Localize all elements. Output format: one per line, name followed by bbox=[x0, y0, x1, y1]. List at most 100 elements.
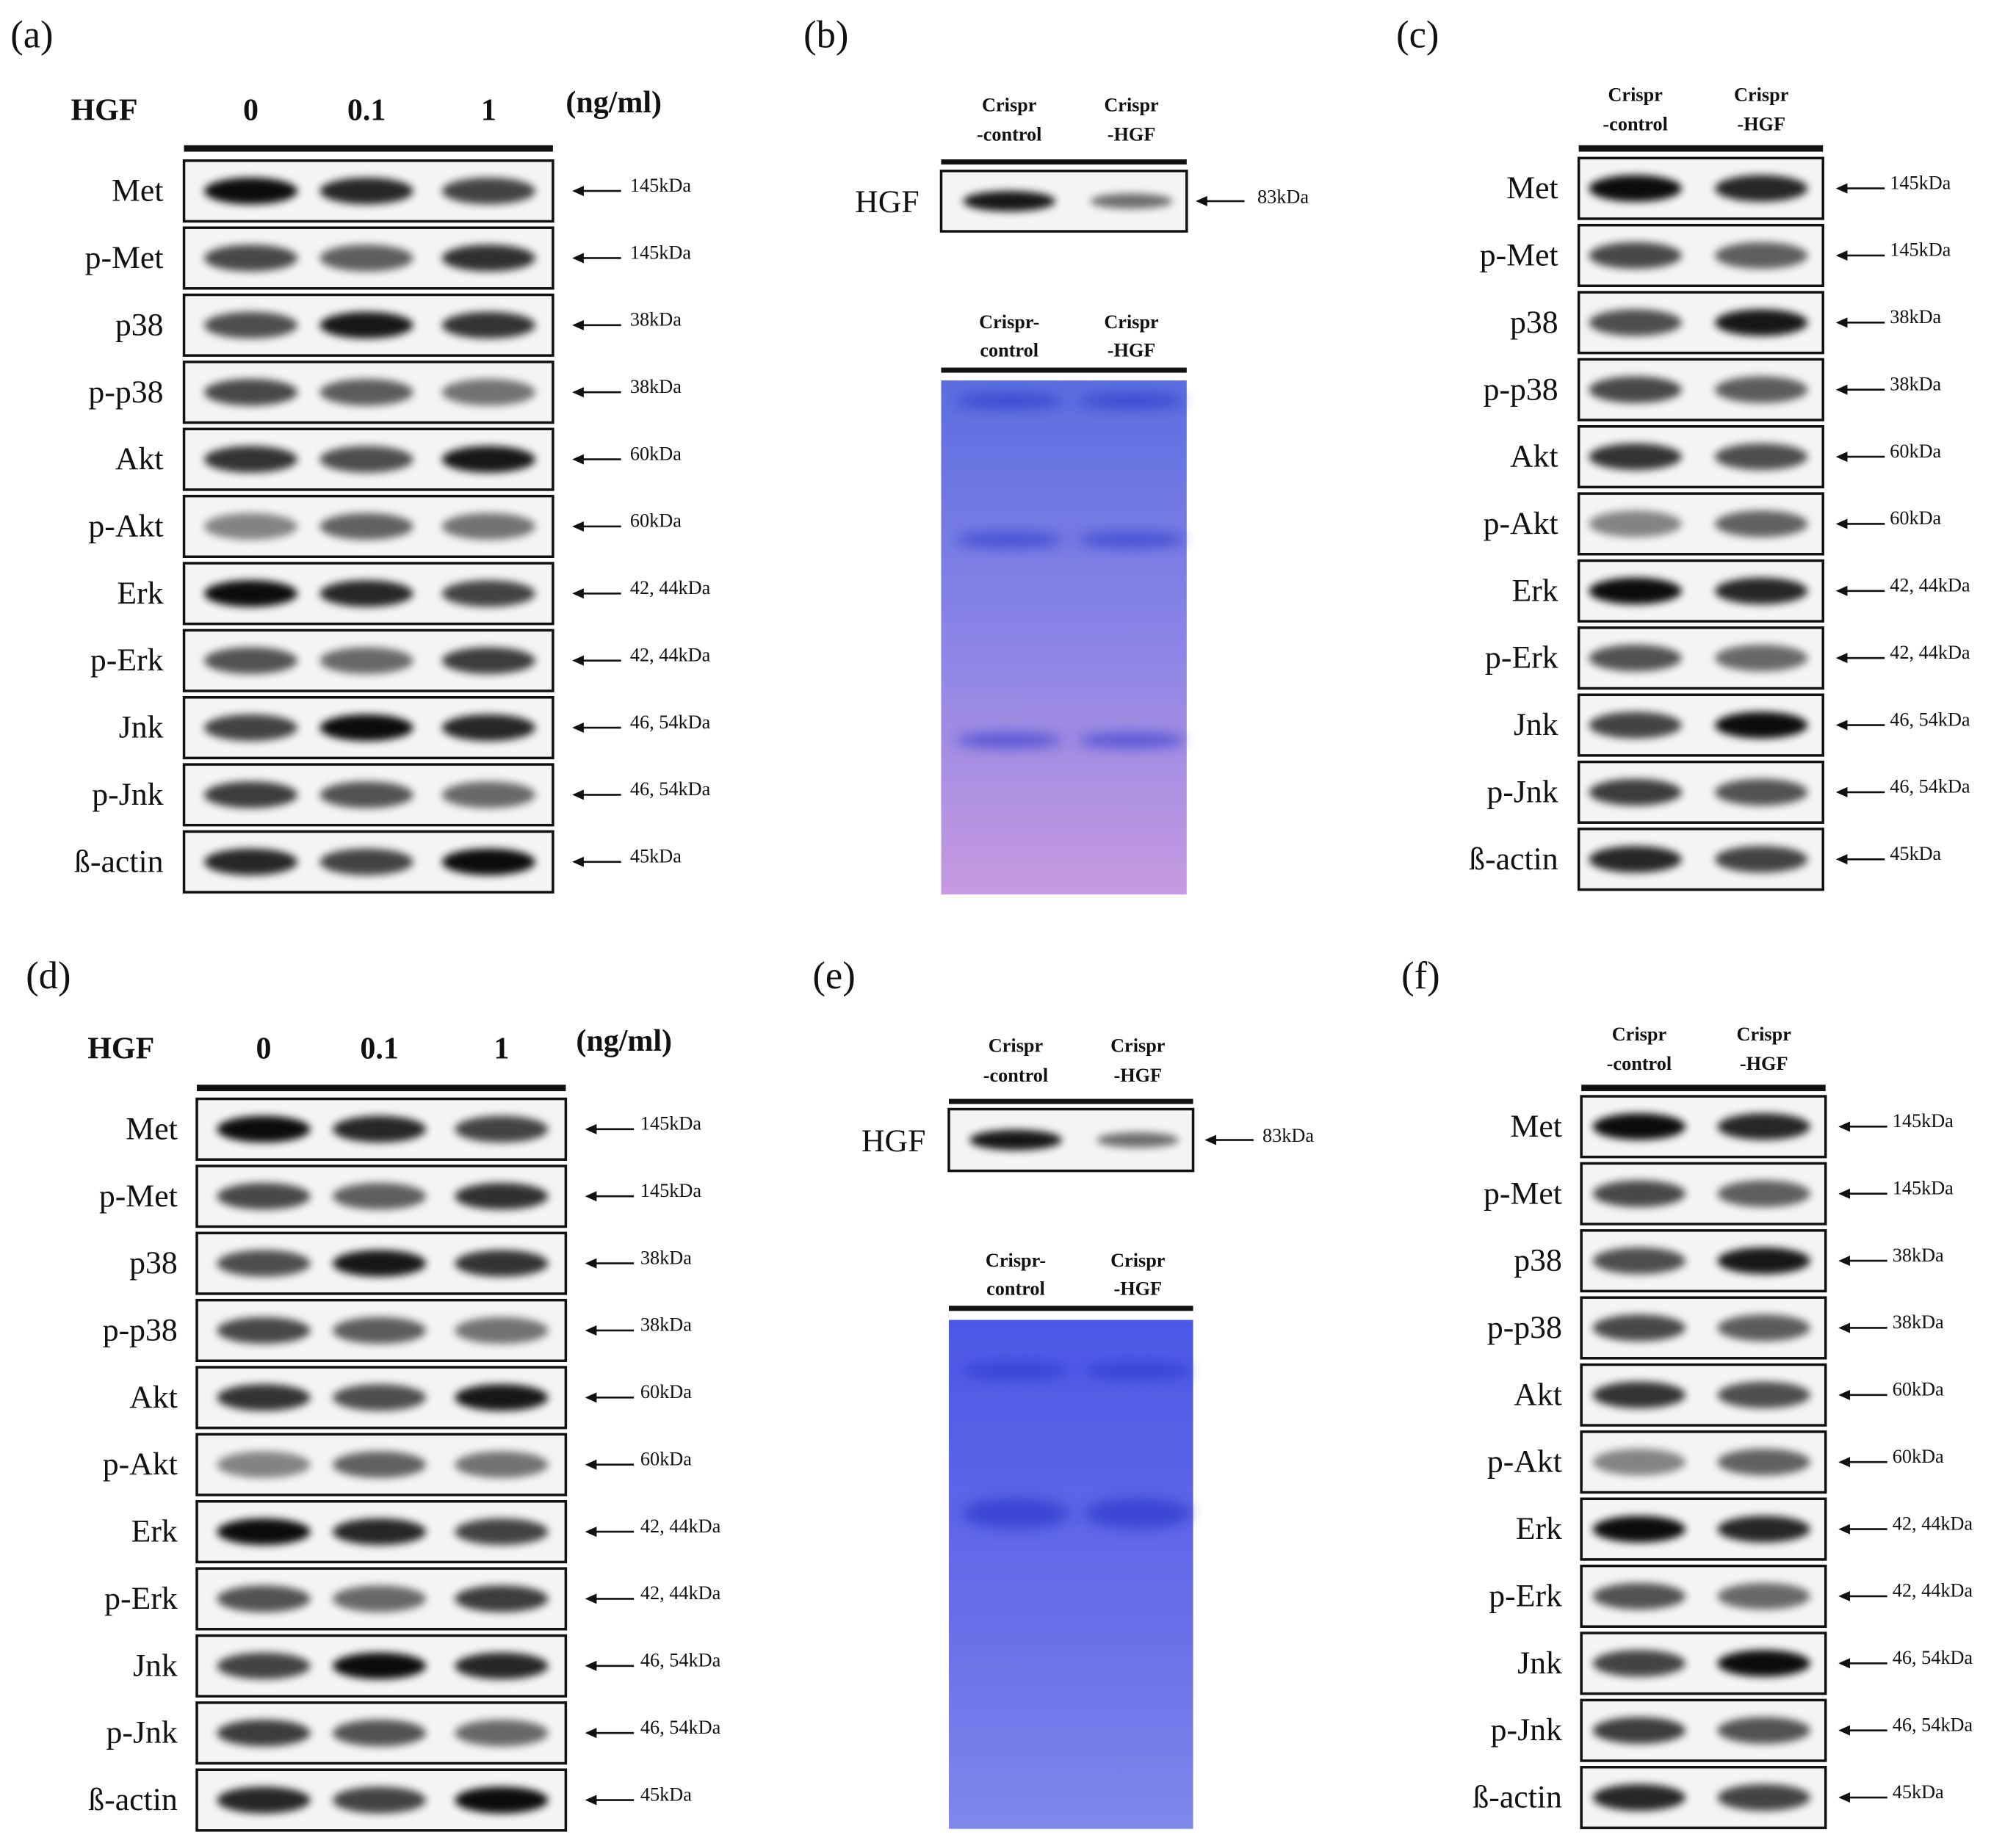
arrow-head bbox=[572, 588, 584, 599]
band bbox=[203, 446, 298, 473]
protein-label: Met bbox=[1506, 170, 1558, 206]
band bbox=[441, 177, 535, 205]
size-label: 145kDa bbox=[1893, 1178, 1954, 1199]
band bbox=[319, 177, 413, 205]
protein-label: Akt bbox=[1510, 439, 1558, 474]
protein-label: Akt bbox=[115, 441, 164, 477]
protein-label: ß-actin bbox=[88, 1782, 178, 1817]
protein-label: p-Jnk bbox=[1486, 774, 1558, 809]
size-label: 60kDa bbox=[640, 1448, 692, 1469]
lane-label: Crispr- bbox=[986, 1250, 1046, 1271]
arrow-head bbox=[1838, 1725, 1850, 1736]
lane-label: 0 bbox=[256, 1032, 272, 1065]
size-label: 46, 54kDa bbox=[1893, 1714, 1973, 1735]
lane-label: Crispr bbox=[989, 1035, 1044, 1057]
arrow-head bbox=[585, 1795, 597, 1806]
gel bbox=[941, 380, 1187, 895]
arrow-head bbox=[572, 856, 584, 867]
protein-label: p-Met bbox=[99, 1178, 178, 1214]
arrow-head bbox=[1835, 786, 1848, 797]
lane-label: -HGF bbox=[1737, 114, 1785, 135]
header-unit: (ng/ml) bbox=[576, 1024, 672, 1058]
protein-label: Akt bbox=[1514, 1377, 1562, 1412]
band bbox=[203, 379, 298, 406]
band bbox=[1717, 1180, 1810, 1207]
protein-label: p-Akt bbox=[88, 508, 163, 543]
protein-label: p-p38 bbox=[88, 374, 163, 410]
gel-band bbox=[1083, 1363, 1192, 1379]
protein-label: Jnk bbox=[119, 710, 164, 745]
header-name: HGF bbox=[87, 1032, 154, 1065]
lane-label: Crispr bbox=[1612, 1024, 1667, 1045]
size-label: 60kDa bbox=[1890, 441, 1941, 462]
band bbox=[1592, 1717, 1686, 1744]
gel-band bbox=[955, 532, 1063, 548]
size-label: 42, 44kDa bbox=[1893, 1513, 1973, 1534]
gel-band bbox=[955, 393, 1063, 409]
size-label: 38kDa bbox=[640, 1247, 692, 1268]
band bbox=[1592, 1516, 1686, 1543]
band bbox=[1589, 510, 1682, 537]
protein-label: Akt bbox=[129, 1380, 178, 1415]
band bbox=[1715, 645, 1808, 672]
gel-band bbox=[1083, 1497, 1192, 1529]
gel-band bbox=[1077, 732, 1186, 748]
band bbox=[203, 714, 298, 742]
arrow-head bbox=[585, 1660, 597, 1671]
band bbox=[1589, 242, 1682, 269]
band bbox=[217, 1451, 311, 1478]
size-label: 145kDa bbox=[630, 175, 691, 196]
protein-label: Jnk bbox=[1517, 1645, 1562, 1681]
lane-label: Crispr bbox=[1608, 84, 1663, 105]
band bbox=[1592, 1314, 1686, 1341]
band bbox=[203, 781, 298, 808]
arrow-head bbox=[572, 387, 584, 398]
band bbox=[455, 1384, 549, 1411]
arrow-head bbox=[1835, 317, 1848, 328]
lane-label: 1 bbox=[494, 1032, 509, 1065]
arrow-head bbox=[1835, 250, 1848, 261]
protein-label: HGF bbox=[861, 1123, 926, 1159]
lane-label: -HGF bbox=[1108, 340, 1156, 361]
band bbox=[217, 1652, 311, 1679]
band bbox=[319, 580, 413, 607]
size-label: 45kDa bbox=[1890, 843, 1941, 864]
band bbox=[1592, 1650, 1686, 1677]
arrow-head bbox=[1835, 183, 1848, 194]
size-label: 60kDa bbox=[1893, 1446, 1944, 1467]
size-label: 45kDa bbox=[1893, 1781, 1944, 1803]
band bbox=[1592, 1247, 1686, 1275]
lane-label: Crispr bbox=[1737, 1024, 1792, 1045]
lane-label: -HGF bbox=[1113, 1278, 1162, 1299]
protein-label: p38 bbox=[1510, 305, 1558, 340]
band bbox=[332, 1183, 427, 1210]
band bbox=[1589, 846, 1682, 873]
band bbox=[1715, 712, 1808, 739]
band bbox=[332, 1451, 427, 1478]
band bbox=[455, 1585, 549, 1612]
protein-label: p38 bbox=[115, 307, 164, 342]
protein-label: ß-actin bbox=[74, 844, 164, 879]
gel-band bbox=[955, 732, 1063, 748]
band bbox=[217, 1518, 311, 1546]
arrow-head bbox=[572, 521, 584, 532]
protein-label: Erk bbox=[117, 576, 163, 611]
band bbox=[1717, 1650, 1810, 1677]
size-label: 46, 54kDa bbox=[630, 712, 711, 733]
header-rule bbox=[1578, 145, 1824, 152]
band bbox=[332, 1786, 427, 1814]
band bbox=[1592, 1449, 1686, 1476]
arrow-head bbox=[1838, 1457, 1850, 1468]
arrow-head bbox=[1838, 1590, 1850, 1601]
band bbox=[1717, 1784, 1810, 1811]
band bbox=[441, 245, 535, 272]
band bbox=[332, 1115, 427, 1143]
band bbox=[441, 647, 535, 674]
band bbox=[203, 311, 298, 339]
protein-label: p-Met bbox=[1480, 238, 1558, 273]
panel-label: (f) bbox=[1401, 955, 1439, 997]
arrow-head bbox=[1204, 1134, 1217, 1145]
band bbox=[1589, 309, 1682, 336]
